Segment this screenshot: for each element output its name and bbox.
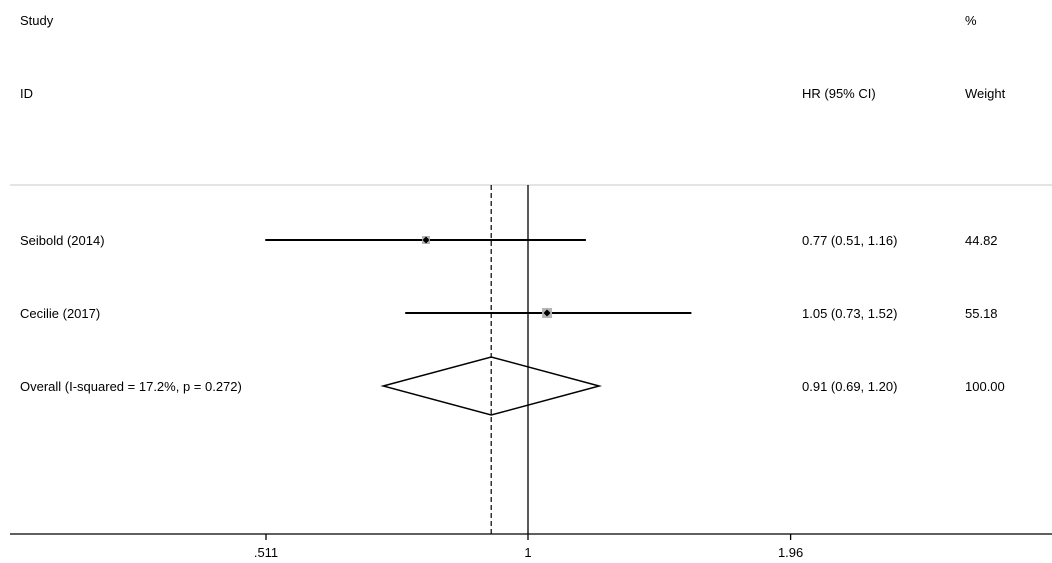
header-id: ID (20, 86, 33, 101)
study-row: Seibold (2014) 0.77 (0.51, 1.16) 44.82 (20, 233, 998, 248)
overall-weight: 100.00 (965, 379, 1005, 394)
study-weight: 44.82 (965, 233, 998, 248)
study-point-estimate (422, 236, 430, 244)
header-percent: % (965, 13, 977, 28)
overall-label: Overall (I-squared = 17.2%, p = 0.272) (20, 379, 242, 394)
study-weight: 55.18 (965, 306, 998, 321)
study-hr-ci: 0.77 (0.51, 1.16) (802, 233, 897, 248)
study-hr-ci: 1.05 (0.73, 1.52) (802, 306, 897, 321)
x-axis-ticks: .511 1 1.96 (254, 534, 803, 560)
overall-hr-ci: 0.91 (0.69, 1.20) (802, 379, 897, 394)
header-weight: Weight (965, 86, 1006, 101)
overall-diamond (380, 356, 603, 416)
x-tick-label: 1 (524, 545, 531, 560)
header-hr-ci: HR (95% CI) (802, 86, 876, 101)
study-point-estimate (543, 309, 551, 317)
header-study: Study (20, 13, 54, 28)
study-label: Cecilie (2017) (20, 306, 100, 321)
overall-row: Overall (I-squared = 17.2%, p = 0.272) 0… (20, 356, 1005, 416)
study-label: Seibold (2014) (20, 233, 105, 248)
x-tick-label: .511 (254, 545, 278, 560)
x-tick-label: 1.96 (778, 545, 803, 560)
study-row: Cecilie (2017) 1.05 (0.73, 1.52) 55.18 (20, 306, 998, 321)
